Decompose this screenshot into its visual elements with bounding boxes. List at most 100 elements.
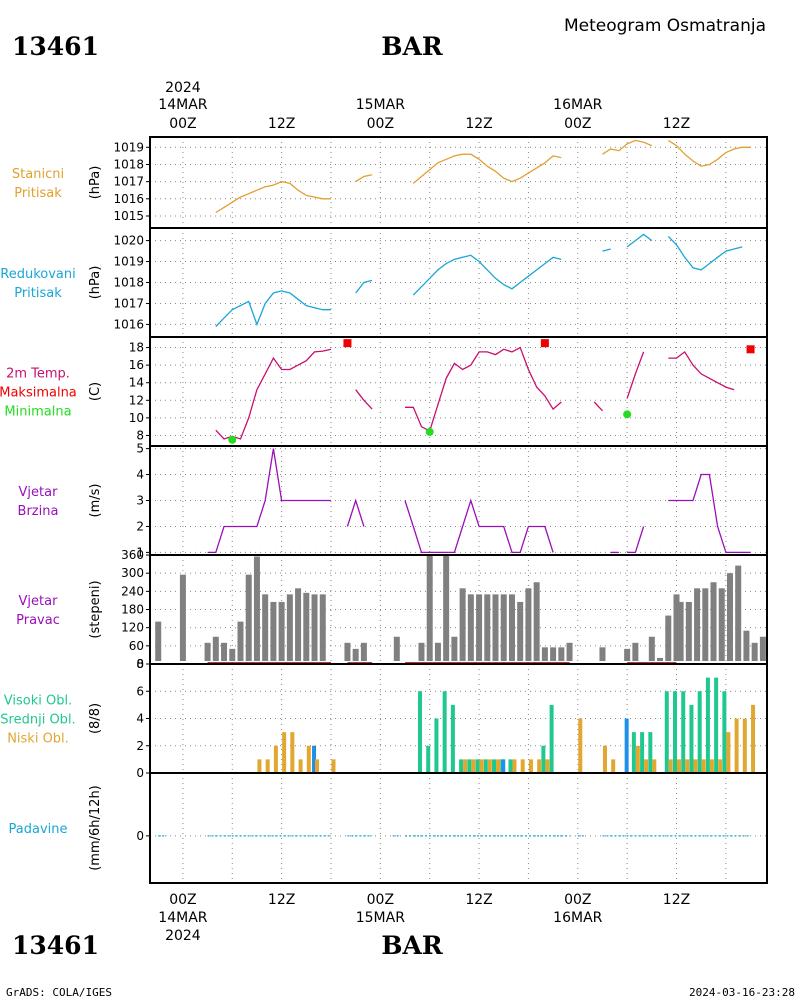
wind-direction-bar — [319, 594, 326, 661]
y-tick-label: 8 — [136, 657, 144, 671]
low-cloud-bar — [644, 759, 649, 773]
series-line — [667, 139, 751, 167]
footer-timestamp: 2024-03-16-23:28 — [689, 986, 795, 999]
hour-label: 00Z — [367, 116, 394, 132]
wind-direction-bar — [726, 573, 733, 661]
low-cloud-bar — [471, 759, 476, 773]
wind-direction-bar — [278, 601, 285, 661]
low-cloud-bar — [668, 759, 673, 773]
hour-label: 00Z — [367, 892, 394, 908]
panel-label: Minimalna — [4, 405, 71, 420]
low-cloud-bar — [602, 745, 607, 773]
low-cloud-bar — [487, 759, 492, 773]
y-tick-label: 1015 — [113, 209, 144, 223]
station-name-bottom: BAR — [381, 931, 443, 960]
wind-direction-bar — [500, 594, 507, 661]
panel-label: Redukovani — [0, 267, 75, 282]
y-tick-label: 1019 — [113, 140, 144, 154]
low-cloud-bar — [463, 759, 468, 773]
low-cloud-bar — [545, 759, 550, 773]
low-cloud-bar — [315, 759, 320, 773]
series-line — [207, 448, 331, 554]
wind-direction-bar — [443, 555, 450, 661]
low-cloud-bar — [677, 759, 682, 773]
high-cloud-bar — [664, 691, 669, 773]
panel-label: Pritisak — [14, 186, 62, 201]
wind-direction-bar — [476, 594, 483, 661]
medium-cloud-bar — [312, 745, 317, 773]
panel-label: Padavine — [9, 822, 68, 837]
y-tick-label: 1017 — [113, 296, 144, 310]
high-cloud-bar — [508, 759, 513, 773]
series-line — [668, 350, 735, 391]
station-id-top: 13461 — [12, 32, 99, 61]
high-cloud-bar — [492, 759, 497, 773]
min-temp-marker — [425, 427, 434, 436]
wind-direction-bar — [759, 636, 766, 661]
wind-direction-bar — [418, 642, 425, 661]
panel-precipitation: 0 Padavine (mm/6h/12h) — [9, 772, 768, 884]
low-cloud-bar — [742, 718, 747, 773]
wind-direction-bar — [710, 582, 717, 661]
year-label: 2024 — [165, 928, 201, 944]
low-cloud-bar — [611, 759, 616, 773]
y-tick-label: 300 — [121, 566, 144, 580]
high-cloud-bar — [640, 732, 645, 773]
year-label: 2024 — [165, 80, 201, 96]
low-cloud-bar — [537, 759, 542, 773]
min-temp-marker — [228, 435, 237, 444]
series-line — [412, 254, 562, 296]
wind-direction-bar — [702, 588, 709, 661]
low-cloud-bar — [290, 732, 295, 773]
panel-temperature: 8 10 12 14 16 18 2m Temp. Maksimalna Minimalna (C… — [0, 336, 768, 447]
y-axis-label: (m/s) — [88, 484, 103, 518]
series-line — [405, 346, 562, 433]
y-tick-label: 1018 — [113, 276, 144, 290]
panel-label: Pritisak — [14, 286, 62, 301]
wind-direction-bar — [352, 648, 359, 661]
y-tick-label: 10 — [129, 411, 144, 425]
wind-direction-bar — [451, 636, 458, 661]
wind-direction-bar — [393, 636, 400, 661]
panel-wind-speed: 1 2 3 4 5 Vjetar Brzina (m/s) — [18, 442, 768, 559]
y-tick-label: 240 — [121, 584, 144, 598]
y-axis-label: (C) — [88, 382, 103, 401]
y-tick-label: 8 — [136, 428, 144, 442]
series-line — [355, 174, 373, 183]
wind-direction-bar — [221, 642, 228, 661]
y-tick-label: 1018 — [113, 157, 144, 171]
wind-direction-bar — [599, 647, 606, 661]
footer-credit: GrADS: COLA/IGES — [6, 986, 112, 999]
low-cloud-bar — [709, 759, 714, 773]
panel-label: 2m Temp. — [6, 367, 70, 382]
high-cloud-bar — [450, 704, 455, 773]
low-cloud-bar — [479, 759, 484, 773]
station-id-bottom: 13461 — [12, 931, 99, 960]
high-cloud-bar — [442, 691, 447, 773]
wind-direction-bar — [344, 642, 351, 661]
day-label: 14MAR — [158, 910, 207, 926]
y-tick-label: 120 — [121, 621, 144, 635]
wind-direction-bar — [648, 636, 655, 661]
wind-direction-bar — [492, 594, 499, 661]
wind-direction-bar — [550, 647, 557, 661]
wind-direction-bar — [525, 588, 532, 661]
wind-direction-bar — [735, 565, 742, 661]
medium-cloud-bar — [624, 718, 629, 773]
hour-label: 00Z — [169, 116, 196, 132]
low-cloud-bar — [257, 759, 262, 773]
y-axis-label: (8/8) — [88, 703, 103, 734]
panel-reduced-pressure: 1016 1017 1018 1019 1020 Redukovani Pritisak (h… — [0, 227, 768, 338]
wind-direction-bar — [286, 594, 293, 661]
low-cloud-bar — [726, 732, 731, 773]
wind-direction-bar — [624, 648, 631, 661]
y-tick-label: 1016 — [113, 317, 144, 331]
wind-direction-bar — [253, 556, 260, 661]
hour-label: 12Z — [268, 892, 295, 908]
y-tick-label: 360 — [121, 548, 144, 562]
max-temp-marker — [746, 345, 755, 354]
high-cloud-bar — [697, 691, 702, 773]
high-cloud-bar — [689, 704, 694, 773]
medium-cloud-bar — [501, 759, 506, 773]
